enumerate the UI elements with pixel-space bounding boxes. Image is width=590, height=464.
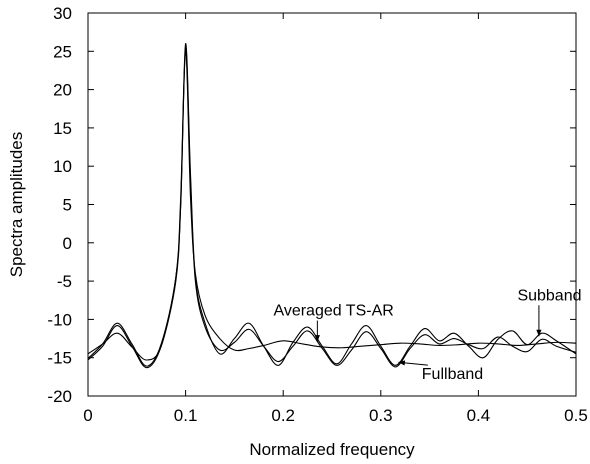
series-line-fullband: [87, 46, 577, 369]
y-tick-label: 25: [53, 42, 72, 61]
annotation-label-fullband: Fullband: [422, 366, 483, 383]
annotation-label-averaged-ts-ar: Averaged TS-AR: [273, 303, 393, 320]
series-lines: [87, 43, 577, 369]
annotation-arrowhead: [536, 329, 542, 337]
y-tick-label: -20: [47, 387, 72, 406]
y-tick-label: -15: [47, 349, 72, 368]
y-axis-label: Spectra amplitudes: [7, 132, 26, 278]
y-tick-label: 10: [53, 157, 72, 176]
axis-tick-labels: 0 0.1 0.2 0.3 0.4 0.5 -20 -15 -10 -5 0 5 10 15 20 25 30: [47, 4, 587, 425]
y-tick-label: 30: [53, 4, 72, 23]
x-axis-label: Normalized frequency: [249, 440, 415, 459]
axis-ticks: [87, 12, 577, 397]
series-line-subband: [87, 43, 577, 367]
y-tick-label: 5: [63, 196, 72, 215]
x-tick-label: 0.1: [174, 406, 198, 425]
annotation-arrowhead: [398, 360, 406, 366]
annotation-arrowhead: [314, 335, 320, 342]
annotations: Averaged TS-AR Subband Fullband: [273, 287, 581, 383]
y-tick-label: 20: [53, 81, 72, 100]
x-tick-label: 0.3: [369, 406, 393, 425]
y-tick-label: 0: [63, 234, 72, 253]
annotation-label-subband: Subband: [517, 287, 581, 304]
x-tick-label: 0.5: [564, 406, 588, 425]
x-tick-label: 0.4: [467, 406, 491, 425]
x-tick-label: 0.2: [271, 406, 295, 425]
y-tick-label: 15: [53, 119, 72, 138]
y-tick-label: -5: [57, 272, 72, 291]
y-tick-label: -10: [47, 310, 72, 329]
x-tick-label: 0: [83, 406, 92, 425]
